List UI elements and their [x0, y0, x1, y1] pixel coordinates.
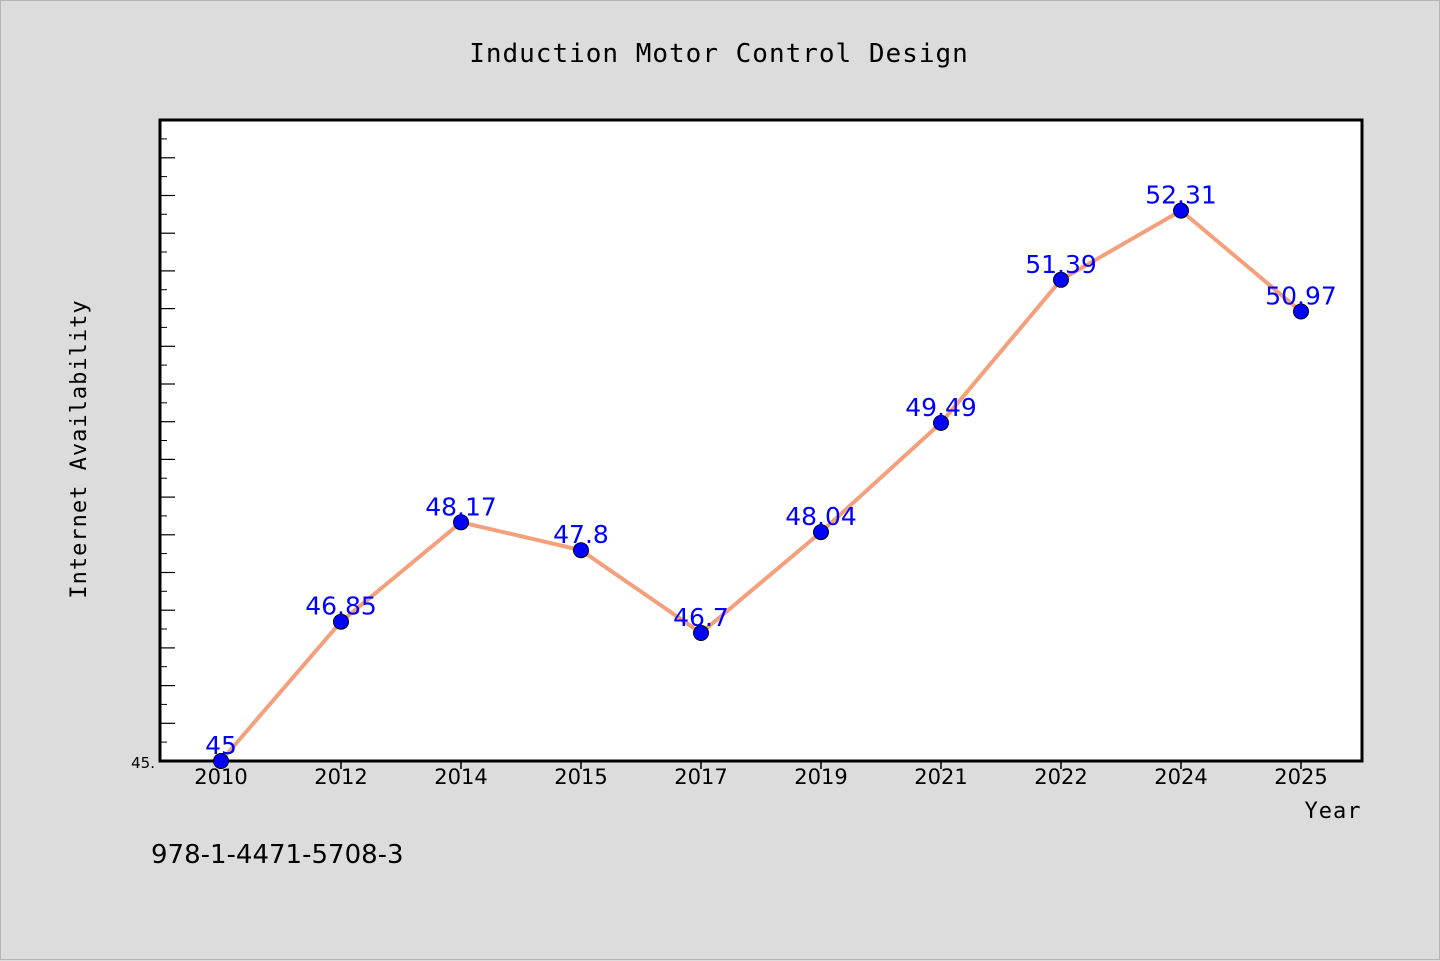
data-point [213, 753, 229, 769]
x-tick-label: 2021 [914, 765, 967, 789]
x-axis-ticks: 2010 2012 2014 2015 2017 2019 2021 2022 2024 2025 [194, 761, 1328, 789]
data-markers [213, 202, 1309, 769]
data-label: 45 [205, 731, 237, 760]
plot-area [158, 118, 1364, 763]
data-point [693, 625, 709, 641]
data-label: 46.85 [305, 592, 377, 621]
data-labels: 45 46.85 48.17 47.8 46.7 48.04 49.49 51.39 52.31… [205, 181, 1337, 760]
x-tick-label: 2015 [554, 765, 607, 789]
series-line [219, 208, 1303, 763]
data-point [933, 414, 949, 431]
footnote-isbn: 978-1-4471-5708-3 [151, 840, 404, 870]
x-tick-label: 2022 [1034, 765, 1087, 789]
y-axis-ticks [160, 138, 175, 743]
x-axis-label: Year [1305, 799, 1362, 824]
data-label: 48.04 [785, 502, 857, 531]
data-point [333, 613, 349, 630]
x-tick-label: 2024 [1154, 765, 1207, 789]
y-axis-label: Internet Availability [67, 299, 92, 598]
data-point [453, 514, 469, 531]
data-label: 48.17 [425, 492, 497, 521]
data-label: 46.7 [673, 603, 729, 632]
data-label: 51.39 [1025, 250, 1097, 279]
x-tick-label: 2012 [314, 765, 367, 789]
data-point [1173, 202, 1189, 219]
data-label: 49.49 [905, 393, 977, 422]
chart-title: Induction Motor Control Design [469, 39, 969, 69]
series-line-group [219, 208, 1303, 763]
data-point [1053, 271, 1069, 288]
x-tick-label: 2017 [674, 765, 727, 789]
x-tick-label: 2025 [1274, 765, 1327, 789]
x-tick-label: 2019 [794, 765, 847, 789]
data-point [573, 542, 589, 559]
y-tick-label: 45. [131, 754, 155, 772]
data-label: 52.31 [1145, 181, 1217, 210]
data-point [1293, 303, 1309, 320]
data-label: 47.8 [553, 520, 609, 549]
data-point [813, 524, 829, 541]
data-label: 50.97 [1265, 282, 1337, 311]
x-tick-label: 2014 [434, 765, 487, 789]
